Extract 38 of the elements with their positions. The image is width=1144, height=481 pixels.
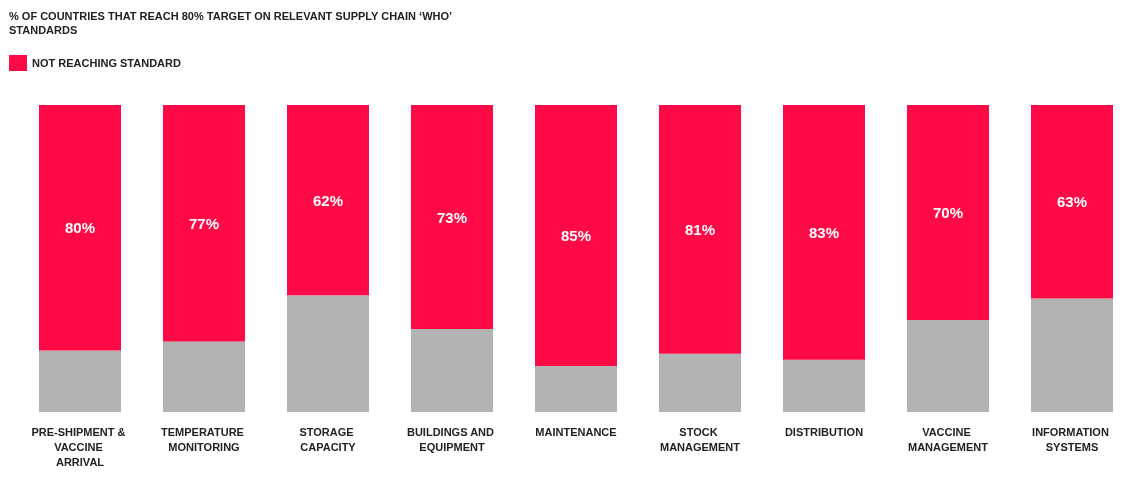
legend-label: NOT REACHING STANDARD: [32, 57, 181, 69]
data-label: 63%: [1056, 193, 1088, 211]
data-label: 85%: [560, 226, 592, 244]
data-label: 73%: [436, 208, 468, 226]
bar: [535, 105, 617, 366]
bar: [287, 105, 369, 296]
bar: [39, 350, 121, 412]
bar: [163, 341, 245, 412]
x-tick-label: STORAGE CAPACITY: [299, 425, 357, 453]
data-label: 70%: [932, 203, 964, 221]
bar: [411, 329, 493, 412]
data-label: 83%: [808, 223, 840, 241]
bar: [1031, 105, 1113, 299]
bar: [163, 105, 245, 342]
x-tick-label: STOCK MANAGEMENT: [659, 425, 741, 453]
bar: [1031, 298, 1113, 412]
bar: [783, 359, 865, 412]
x-tick-label: BUILDINGS AND EQUIPMENT: [406, 425, 498, 453]
bar: [659, 105, 741, 354]
x-tick-label: MAINTENANCE: [535, 425, 617, 438]
chart-title: % OF COUNTRIES THAT REACH 80% TARGET ON RELEVANT SUPPLY CHAIN ‘WHO’ STANDARDS: [9, 10, 455, 36]
x-tick-label: INFORMATION SYSTEMS: [1032, 425, 1112, 453]
bar: [535, 365, 617, 412]
x-tick-label: PRE-SHIPMENT & VACCINE ARRIVAL: [31, 425, 129, 468]
data-label: 80%: [64, 219, 96, 237]
bar: [411, 105, 493, 330]
data-label: 77%: [188, 214, 220, 232]
bar: [907, 319, 989, 412]
x-tick-label: VACCINE MANAGEMENT: [907, 425, 989, 453]
bar: [783, 105, 865, 360]
bar: [39, 105, 121, 351]
x-tick-label: TEMPERATURE MONITORING: [161, 425, 247, 453]
data-label: 62%: [312, 191, 344, 209]
data-label: 81%: [684, 220, 716, 238]
bar: [659, 353, 741, 412]
bar: [907, 105, 989, 320]
bar: [287, 295, 369, 412]
x-tick-label: DISTRIBUTION: [784, 425, 864, 438]
